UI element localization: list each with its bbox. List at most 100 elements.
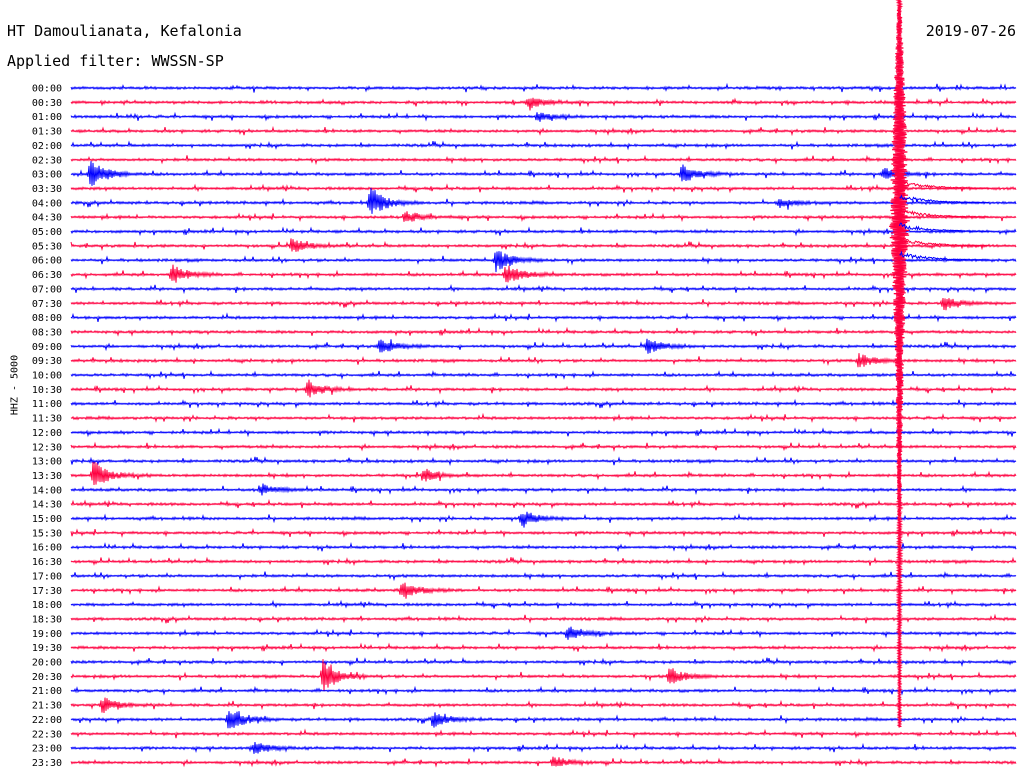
trace-row-19:30 — [70, 642, 1017, 653]
trace-row-13:30 — [70, 461, 1017, 486]
main-event-coda — [899, 236, 989, 247]
trace-row-13:00 — [70, 456, 1017, 467]
trace-row-18:30 — [70, 613, 1017, 624]
trace-row-07:00 — [70, 283, 1017, 295]
row-label: 21:00 — [32, 686, 62, 697]
main-event-coda — [899, 250, 989, 261]
row-label: 05:30 — [32, 241, 62, 252]
trace-row-11:30 — [70, 412, 1017, 424]
row-label: 11:00 — [32, 399, 62, 410]
filter-label: Applied filter: WWSSN-SP — [7, 52, 224, 70]
trace-row-01:00 — [70, 111, 1017, 122]
row-label: 06:00 — [32, 256, 62, 267]
row-label: 01:30 — [32, 127, 62, 138]
trace-row-09:00 — [70, 338, 1017, 354]
trace-row-14:00 — [70, 483, 1017, 496]
row-label: 02:00 — [32, 141, 62, 152]
trace-row-19:00 — [70, 626, 1017, 640]
row-label: 01:00 — [32, 112, 62, 123]
row-label: 03:30 — [32, 184, 62, 195]
trace-row-03:30 — [70, 183, 1017, 194]
row-label: 22:00 — [32, 715, 62, 726]
row-label: 14:00 — [32, 485, 62, 496]
row-label: 15:30 — [32, 528, 62, 539]
row-label: 22:30 — [32, 729, 62, 740]
trace-row-16:30 — [70, 556, 1017, 567]
trace-row-10:00 — [70, 369, 1017, 380]
trace-row-23:30 — [70, 756, 1017, 768]
main-event-coda — [899, 206, 989, 218]
date-label: 2019-07-26 — [925, 22, 1016, 40]
main-event-trace — [889, 0, 910, 728]
main-event-coda — [898, 222, 989, 232]
trace-row-06:00 — [70, 251, 1017, 273]
trace-row-08:00 — [70, 312, 1017, 323]
row-label: 05:00 — [32, 227, 62, 238]
trace-row-12:00 — [70, 427, 1017, 438]
trace-row-20:30 — [70, 659, 1017, 692]
row-label: 18:30 — [32, 614, 62, 625]
trace-group — [70, 82, 1017, 768]
trace-row-08:30 — [70, 326, 1017, 337]
row-label-group: 00:00 00:30 01:00 01:30 02:00 02:30 03:00 03:30… — [32, 84, 62, 769]
row-label: 04:00 — [32, 198, 62, 209]
trace-row-05:30 — [70, 238, 1017, 252]
main-event-coda — [899, 179, 989, 189]
row-label: 20:00 — [32, 658, 62, 669]
trace-row-11:00 — [70, 398, 1017, 409]
trace-row-00:00 — [70, 82, 1017, 93]
row-label: 17:30 — [32, 586, 62, 597]
row-label: 08:30 — [32, 327, 62, 338]
trace-row-21:00 — [70, 685, 1017, 696]
trace-row-05:00 — [70, 226, 1017, 237]
trace-row-03:00 — [70, 161, 1017, 186]
trace-row-16:00 — [70, 542, 1017, 553]
trace-row-07:30 — [70, 298, 1017, 311]
trace-row-02:30 — [70, 154, 1017, 166]
row-label: 20:30 — [32, 672, 62, 683]
trace-row-18:00 — [70, 599, 1017, 610]
trace-row-00:30 — [70, 97, 1017, 111]
row-label: 16:00 — [32, 543, 62, 554]
main-event-coda — [899, 194, 989, 204]
trace-row-06:30 — [70, 264, 1017, 283]
row-label: 21:30 — [32, 701, 62, 712]
row-label: 03:00 — [32, 170, 62, 181]
trace-row-04:00 — [70, 187, 1017, 214]
row-label: 04:30 — [32, 213, 62, 224]
row-label: 15:00 — [32, 514, 62, 525]
row-label: 17:00 — [32, 571, 62, 582]
row-label: 02:30 — [32, 155, 62, 166]
row-label: 13:00 — [32, 457, 62, 468]
trace-row-09:30 — [70, 353, 1017, 368]
row-label: 06:30 — [32, 270, 62, 281]
trace-row-15:30 — [70, 527, 1017, 538]
row-label: 00:00 — [32, 84, 62, 95]
main-event-group — [889, 0, 989, 728]
trace-row-22:30 — [70, 728, 1017, 739]
row-label: 14:30 — [32, 500, 62, 511]
row-label: 13:30 — [32, 471, 62, 482]
trace-row-17:00 — [70, 570, 1017, 582]
row-label: 07:30 — [32, 299, 62, 310]
row-label: 19:30 — [32, 643, 62, 654]
trace-row-22:00 — [70, 711, 1017, 729]
trace-row-20:00 — [70, 657, 1017, 667]
trace-row-23:00 — [70, 741, 1017, 754]
row-label: 00:30 — [32, 98, 62, 109]
row-label: 09:30 — [32, 356, 62, 367]
row-label: 11:30 — [32, 414, 62, 425]
station-title: HT Damoulianata, Kefalonia — [7, 22, 242, 40]
row-label: 09:00 — [32, 342, 62, 353]
trace-row-17:30 — [70, 582, 1017, 599]
trace-row-04:30 — [70, 211, 1017, 223]
row-label: 10:30 — [32, 385, 62, 396]
trace-row-15:00 — [70, 511, 1017, 528]
trace-row-10:30 — [70, 379, 1017, 398]
row-label: 16:30 — [32, 557, 62, 568]
row-label: 23:00 — [32, 744, 62, 755]
row-label: 12:30 — [32, 442, 62, 453]
row-label: 23:30 — [32, 758, 62, 769]
trace-row-01:30 — [70, 125, 1017, 137]
